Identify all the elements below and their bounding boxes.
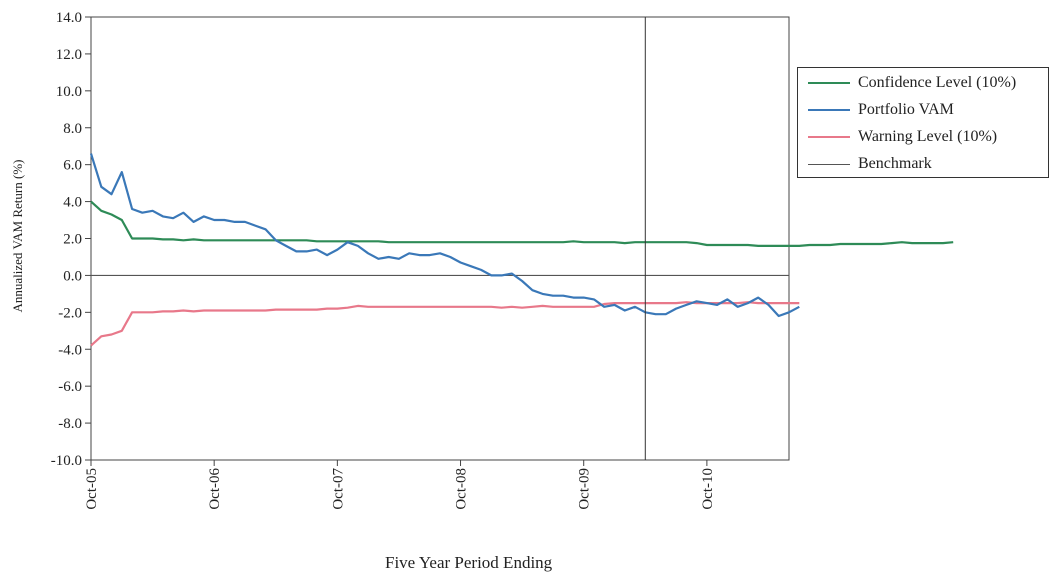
legend: Confidence Level (10%) Portfolio VAM War… — [797, 67, 1049, 178]
legend-label-warning: Warning Level (10%) — [858, 128, 998, 145]
y-tick-label: -8.0 — [58, 416, 82, 432]
portfolio-vam-line — [89, 153, 800, 318]
y-axis-title: Annualized VAM Return (%) — [10, 159, 25, 313]
x-tick-label: Oct-10 — [700, 468, 716, 510]
y-axis: 14.0 12.0 10.0 8.0 6.0 4.0 2.0 0.0 -2.0 -4.0 -6.0 -… — [51, 10, 91, 469]
y-tick-label: 2.0 — [63, 232, 82, 248]
warning-level-line — [90, 301, 800, 347]
x-axis-title: Five Year Period Ending — [385, 553, 553, 572]
plot-area: 14.0 12.0 10.0 8.0 6.0 4.0 2.0 0.0 -2.0 -4.0 -6.0 -… — [51, 10, 954, 510]
legend-item-warning: Warning Level (10%) — [808, 126, 997, 148]
y-tick-label: 12.0 — [56, 47, 82, 63]
legend-label-portfolio: Portfolio VAM — [858, 101, 954, 118]
legend-swatch-portfolio — [808, 109, 850, 111]
y-tick-label: -6.0 — [58, 379, 82, 395]
y-tick-label: -2.0 — [58, 305, 82, 321]
y-tick-label: 14.0 — [56, 10, 82, 26]
legend-label-benchmark: Benchmark — [858, 155, 932, 172]
x-axis: Oct-05 Oct-06 Oct-07 Oct-08 Oct-09 Oct-10 — [84, 460, 716, 510]
legend-swatch-confidence — [808, 82, 850, 84]
legend-item-benchmark: Benchmark — [808, 153, 932, 175]
legend-item-confidence: Confidence Level (10%) — [808, 72, 1016, 94]
x-tick-label: Oct-06 — [207, 468, 223, 510]
legend-swatch-warning — [808, 136, 850, 138]
y-tick-label: 0.0 — [63, 268, 82, 284]
x-tick-label: Oct-07 — [330, 468, 346, 510]
legend-swatch-benchmark — [808, 163, 850, 165]
y-tick-label: -4.0 — [58, 342, 82, 358]
legend-item-portfolio: Portfolio VAM — [808, 99, 954, 121]
y-tick-label: 4.0 — [63, 195, 82, 211]
x-tick-label: Oct-08 — [454, 468, 470, 510]
confidence-level-line — [90, 200, 954, 247]
x-tick-label: Oct-09 — [577, 468, 593, 510]
y-tick-label: 6.0 — [63, 158, 82, 174]
x-tick-label: Oct-05 — [84, 468, 100, 510]
y-tick-label: -10.0 — [51, 453, 82, 469]
legend-label-confidence: Confidence Level (10%) — [858, 74, 1017, 91]
series-layer — [89, 153, 954, 347]
y-tick-label: 8.0 — [63, 121, 82, 137]
y-tick-label: 10.0 — [56, 84, 82, 100]
